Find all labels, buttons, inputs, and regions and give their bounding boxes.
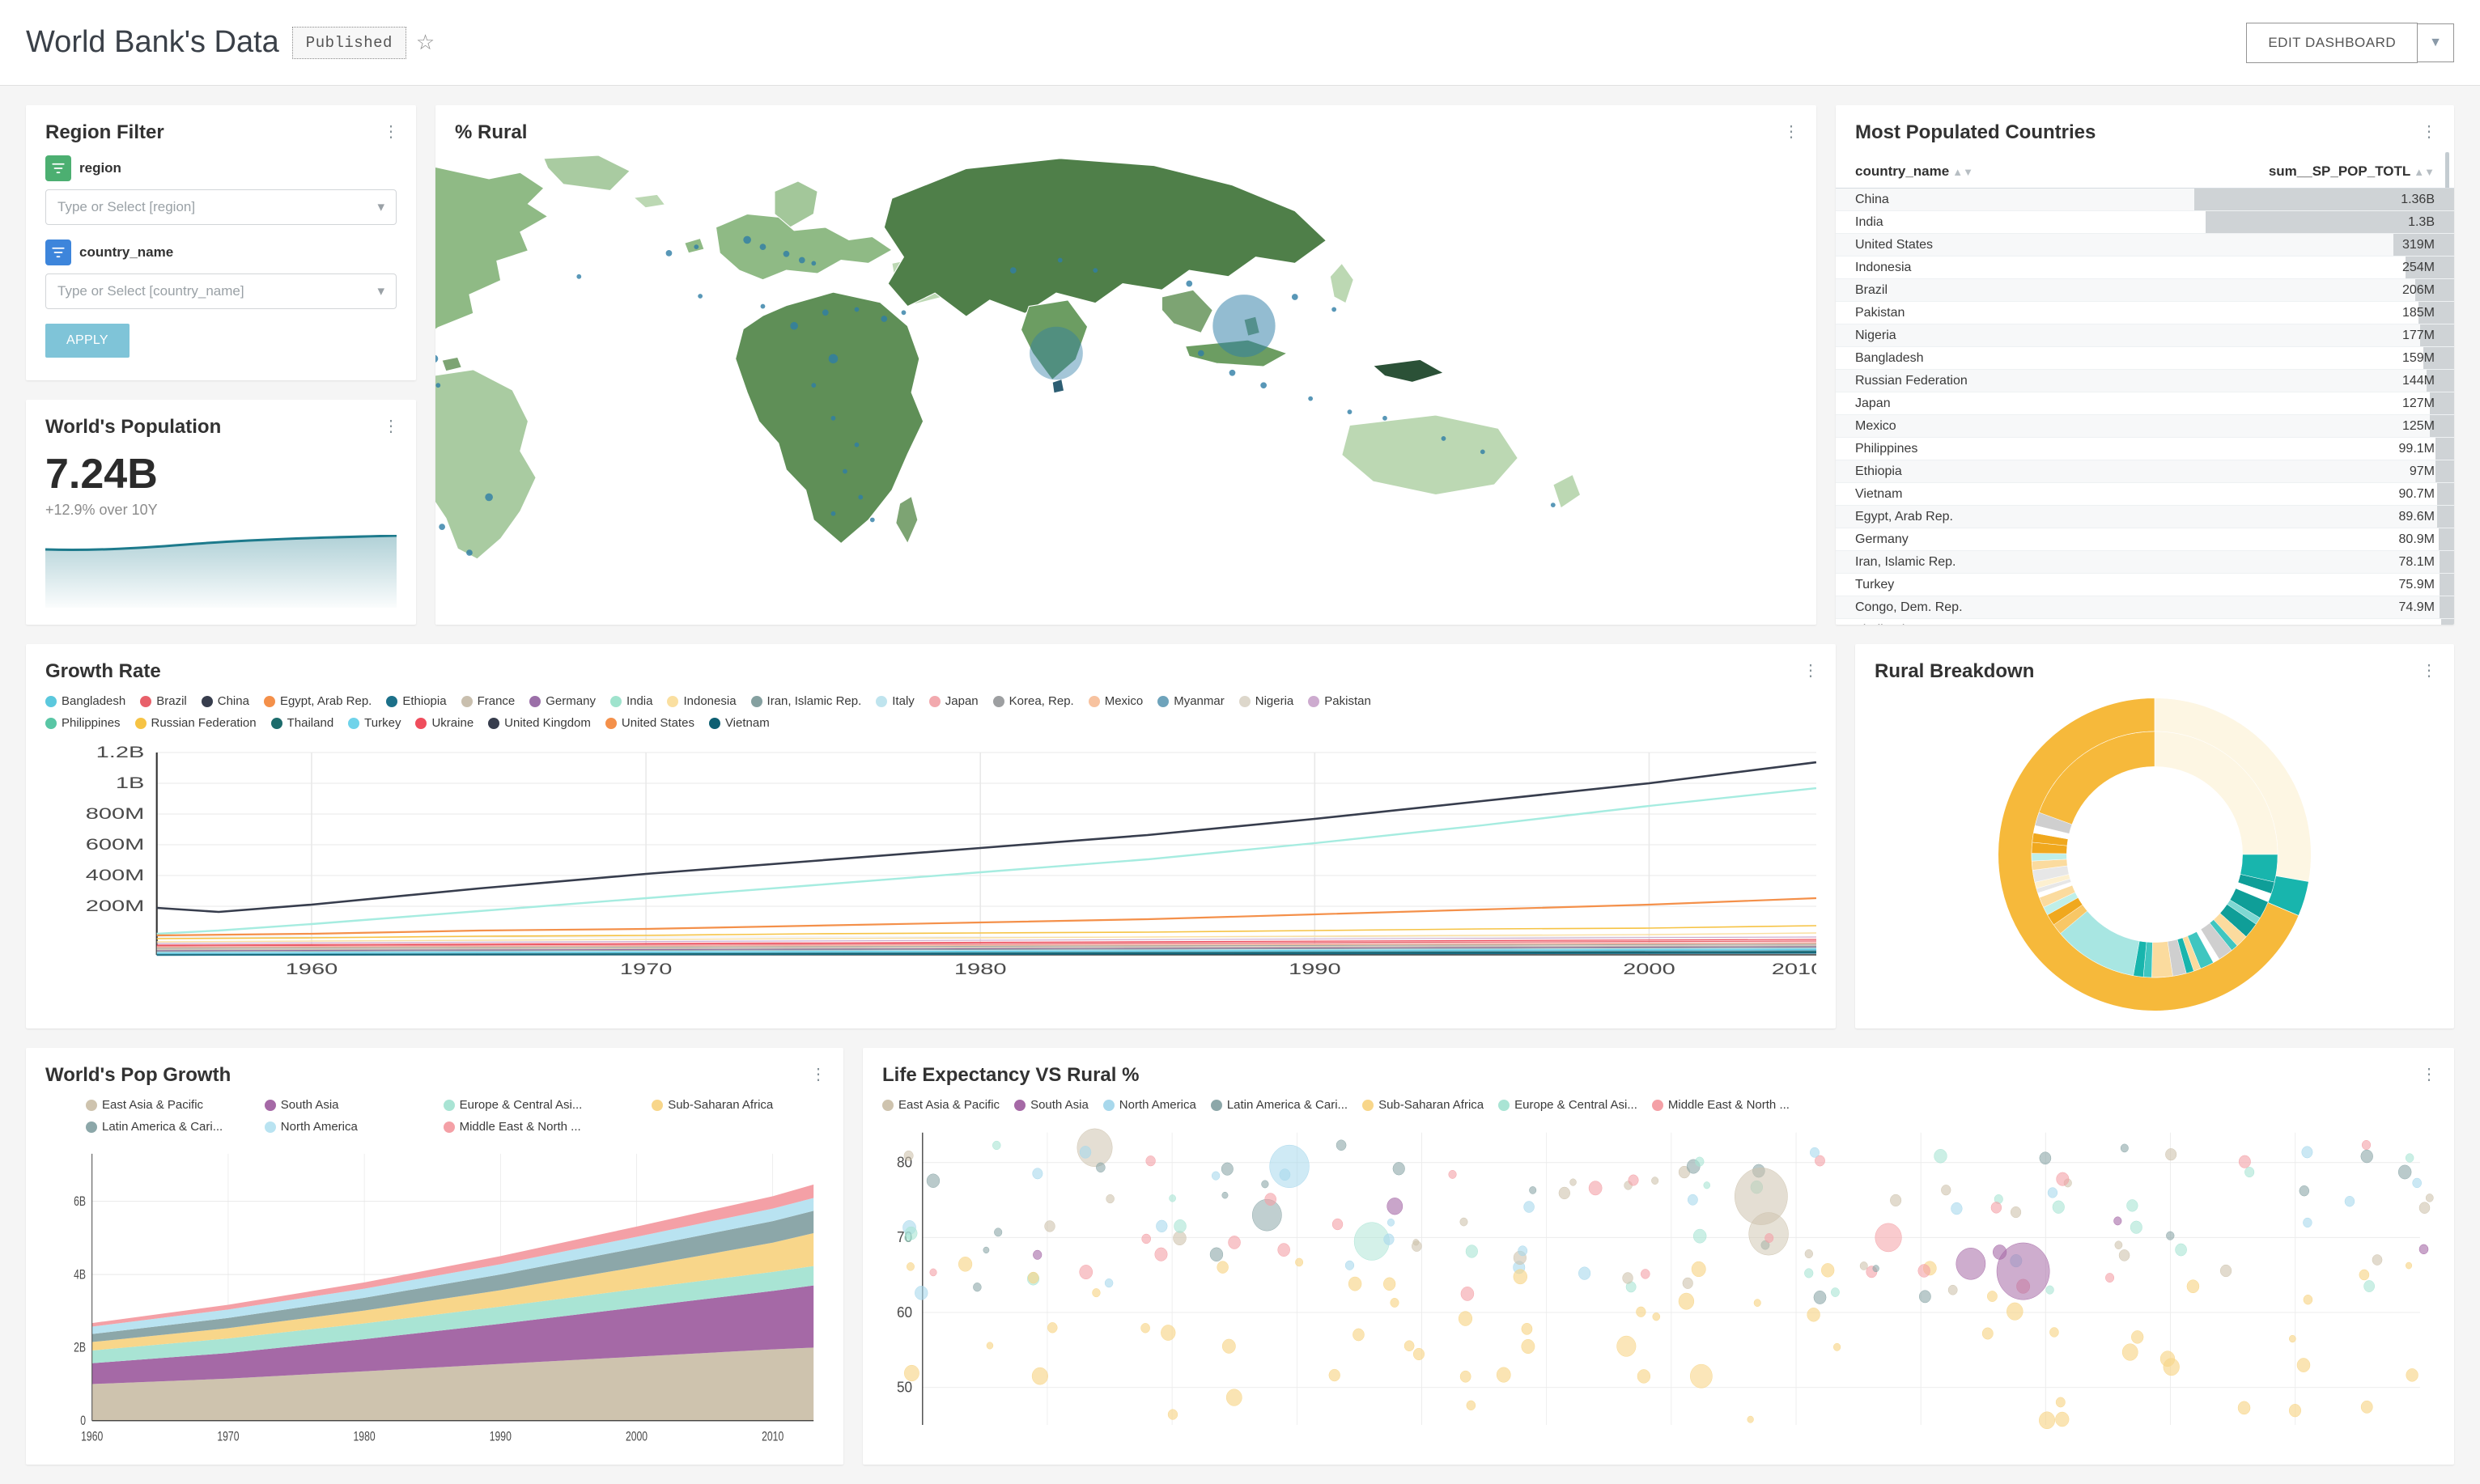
svg-text:800M: 800M (86, 806, 145, 823)
svg-text:6B: 6B (74, 1194, 86, 1209)
svg-text:0: 0 (80, 1414, 86, 1428)
svg-text:600M: 600M (86, 837, 145, 854)
svg-text:1980: 1980 (954, 961, 1007, 978)
svg-text:50: 50 (897, 1379, 912, 1396)
svg-text:1970: 1970 (620, 961, 673, 978)
svg-text:1B: 1B (116, 775, 145, 792)
svg-text:2010: 2010 (762, 1430, 783, 1444)
svg-text:200M: 200M (86, 898, 145, 915)
svg-text:1970: 1970 (217, 1430, 239, 1444)
svg-text:60: 60 (897, 1304, 912, 1321)
svg-text:2000: 2000 (1623, 961, 1675, 978)
svg-text:4B: 4B (74, 1268, 86, 1283)
svg-text:2000: 2000 (626, 1430, 648, 1444)
svg-text:1990: 1990 (490, 1430, 512, 1444)
svg-text:2B: 2B (74, 1341, 86, 1355)
svg-text:1990: 1990 (1289, 961, 1341, 978)
svg-text:2010: 2010 (1772, 961, 1816, 978)
svg-text:1960: 1960 (286, 961, 338, 978)
svg-text:1960: 1960 (81, 1430, 103, 1444)
svg-text:400M: 400M (86, 867, 145, 884)
svg-text:1980: 1980 (354, 1430, 376, 1444)
svg-text:1.2B: 1.2B (96, 744, 145, 761)
